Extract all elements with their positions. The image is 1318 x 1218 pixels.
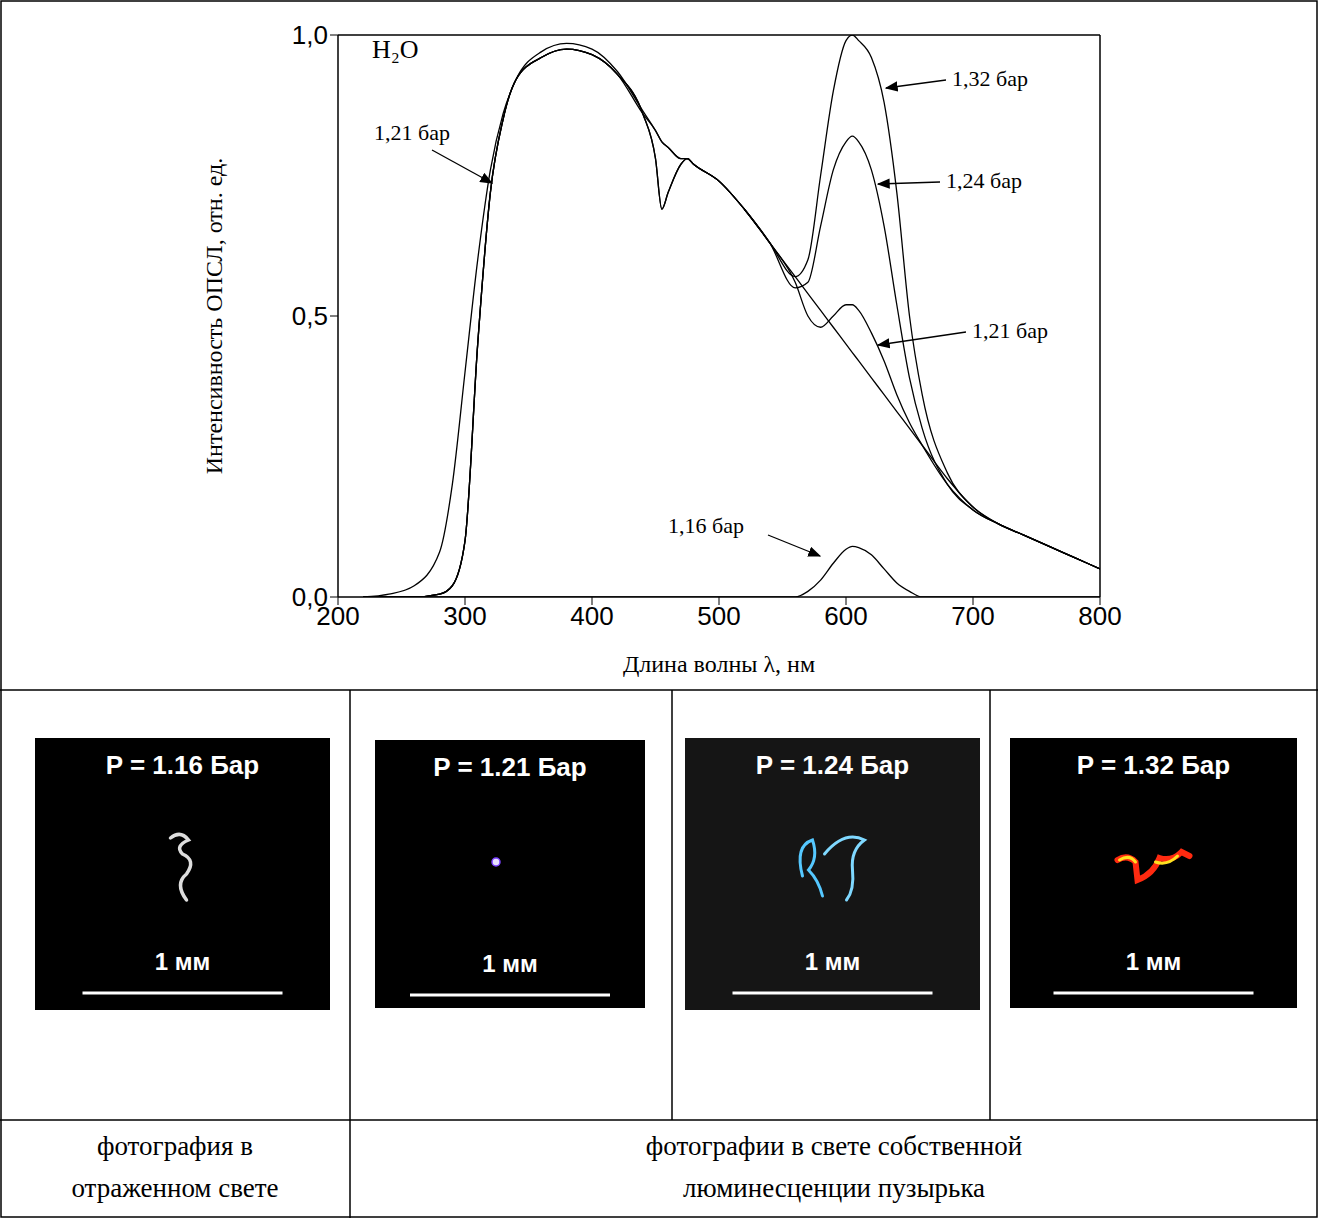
svg-text:H₂O: H₂O <box>372 35 419 64</box>
svg-text:P = 1.16 Бар: P = 1.16 Бар <box>106 750 259 780</box>
svg-text:400: 400 <box>570 601 613 631</box>
svg-text:фотография вотраженном свете: фотография вотраженном свете <box>71 1131 278 1203</box>
svg-text:800: 800 <box>1078 601 1121 631</box>
svg-text:200: 200 <box>316 601 360 632</box>
svg-text:1,24 бар: 1,24 бар <box>946 168 1022 193</box>
svg-text:1 мм: 1 мм <box>482 950 538 977</box>
svg-text:0,5: 0,5 <box>292 301 328 331</box>
svg-text:Длина волны λ, нм: Длина волны λ, нм <box>623 651 815 677</box>
svg-text:1,32 бар: 1,32 бар <box>952 66 1028 91</box>
svg-text:фотографии в свете собственной: фотографии в свете собственнойлюминесцен… <box>646 1131 1022 1203</box>
svg-text:500: 500 <box>697 601 740 631</box>
svg-text:600: 600 <box>824 601 867 631</box>
svg-text:1,16 бар: 1,16 бар <box>668 513 744 538</box>
svg-text:0,0: 0,0 <box>292 582 328 612</box>
svg-text:1 мм: 1 мм <box>155 948 211 975</box>
svg-text:1,21 бар: 1,21 бар <box>972 318 1048 343</box>
svg-text:1 мм: 1 мм <box>1126 948 1182 975</box>
svg-text:1 мм: 1 мм <box>805 948 861 975</box>
svg-text:1,21 бар: 1,21 бар <box>374 120 450 145</box>
svg-text:700: 700 <box>951 601 994 631</box>
svg-text:P = 1.21 Бар: P = 1.21 Бар <box>433 752 586 782</box>
svg-text:P = 1.32 Бар: P = 1.32 Бар <box>1077 750 1230 780</box>
svg-text:300: 300 <box>443 601 486 631</box>
svg-text:Интенсивность ОПСЛ, отн. ед.: Интенсивность ОПСЛ, отн. ед. <box>201 158 227 474</box>
svg-text:P = 1.24 Бар: P = 1.24 Бар <box>756 750 909 780</box>
svg-text:1,0: 1,0 <box>292 20 328 50</box>
